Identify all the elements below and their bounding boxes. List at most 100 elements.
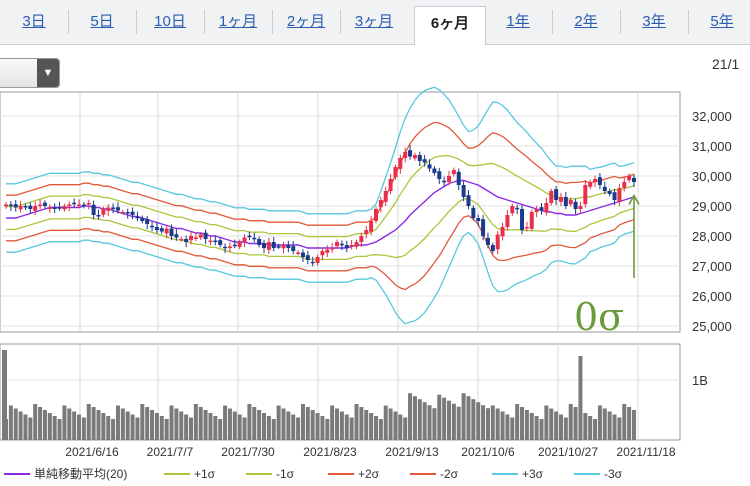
candle-body — [529, 212, 534, 229]
candle-body — [232, 244, 237, 247]
volume-bar — [2, 350, 7, 440]
tab-separator — [620, 10, 621, 34]
candle-body — [252, 237, 257, 240]
volume-bar — [232, 411, 237, 440]
volume-bar — [403, 417, 408, 440]
tab-period-2[interactable]: 10日 — [154, 13, 186, 30]
tab-period-7[interactable]: 1年 — [506, 13, 530, 30]
candle-body — [627, 176, 632, 181]
volume-bar — [515, 404, 520, 440]
volume-bar — [111, 419, 116, 440]
candle-body — [544, 203, 549, 213]
candle-body — [388, 179, 393, 191]
volume-bar — [86, 404, 91, 440]
candle-body — [339, 243, 344, 246]
tab-separator — [204, 10, 205, 34]
volume-bar — [549, 408, 554, 440]
plus3-sigma-line — [6, 86, 635, 215]
tab-separator — [340, 10, 341, 34]
tab-period-1[interactable]: 5日 — [90, 13, 114, 30]
volume-bar — [495, 408, 500, 440]
volume-bar — [47, 413, 52, 440]
volume-bar — [583, 413, 588, 440]
candle-body — [135, 216, 140, 219]
candle-body — [417, 155, 422, 161]
candle-body — [125, 212, 130, 214]
candle-body — [534, 209, 539, 212]
volume-bar — [427, 405, 432, 440]
candle-body — [466, 195, 471, 206]
volume-bar — [325, 419, 330, 440]
volume-bar — [539, 419, 544, 440]
candle-body — [398, 158, 403, 169]
volume-bar — [447, 400, 452, 440]
volume-bar — [315, 413, 320, 440]
candle-body — [344, 245, 349, 248]
candle-body — [159, 228, 164, 232]
plus1-sigma-line — [6, 154, 635, 238]
tab-separator — [68, 10, 69, 34]
price-tick-label: 31,000 — [692, 139, 732, 154]
volume-bar — [96, 410, 101, 440]
x-tick-label: 2021/10/6 — [461, 445, 515, 459]
volume-bar — [369, 413, 374, 440]
candle-body — [8, 204, 13, 206]
volume-bar — [145, 407, 150, 440]
volume-bar — [281, 408, 286, 440]
volume-bar — [520, 407, 525, 440]
tab-period-5[interactable]: 3ヶ月 — [354, 13, 394, 30]
volume-bar — [91, 407, 96, 440]
candle-body — [38, 204, 43, 206]
volume-bar — [242, 417, 247, 440]
volume-bar — [252, 407, 257, 440]
candle-body — [500, 227, 505, 237]
volume-bar — [101, 413, 106, 440]
volume-bar — [286, 411, 291, 440]
candle-body — [476, 218, 481, 221]
volume-bar — [417, 399, 422, 440]
candle-body — [179, 239, 184, 241]
chevron-down-icon[interactable]: ▼ — [37, 59, 59, 87]
volume-bar — [320, 416, 325, 440]
volume-bar — [52, 416, 57, 440]
legend-label: -2σ — [440, 467, 459, 481]
volume-bar — [67, 408, 72, 440]
volume-bar — [534, 416, 539, 440]
volume-bar — [373, 416, 378, 440]
volume-bar — [18, 411, 23, 440]
candle-body — [23, 206, 28, 208]
plus2-sigma-line — [6, 121, 635, 226]
volume-bar — [588, 416, 593, 440]
candle-body — [213, 240, 218, 242]
volume-bar — [296, 417, 301, 440]
candle-body — [320, 251, 325, 256]
volume-bar — [364, 410, 369, 440]
candle-body — [188, 236, 193, 241]
candle-body — [373, 209, 378, 221]
volume-bar — [627, 407, 632, 440]
candle-body — [4, 204, 8, 207]
tab-period-4[interactable]: 2ヶ月 — [286, 13, 326, 30]
tab-period-8[interactable]: 2年 — [574, 13, 598, 30]
candle-body — [315, 257, 320, 263]
candle-body — [359, 236, 364, 242]
volume-bar — [193, 404, 198, 440]
tab-period-0[interactable]: 3日 — [22, 13, 46, 30]
candle-body — [451, 170, 456, 175]
volume-bar — [617, 417, 622, 440]
volume-bar — [223, 405, 228, 440]
tab-period-10[interactable]: 5年 — [710, 13, 734, 30]
candle-body — [218, 240, 223, 245]
chart-type-dropdown[interactable]: ▼ — [0, 58, 60, 88]
candle-body — [558, 197, 563, 202]
tab-period-6[interactable]: 6ヶ月 — [414, 6, 486, 46]
tab-period-9[interactable]: 3年 — [642, 13, 666, 30]
volume-bar — [237, 414, 242, 440]
tab-separator — [552, 10, 553, 34]
candle-body — [42, 202, 47, 206]
volume-bar — [38, 407, 43, 440]
tab-period-3[interactable]: 1ヶ月 — [218, 13, 258, 30]
volume-bar — [456, 406, 461, 440]
volume-bar — [28, 417, 33, 440]
